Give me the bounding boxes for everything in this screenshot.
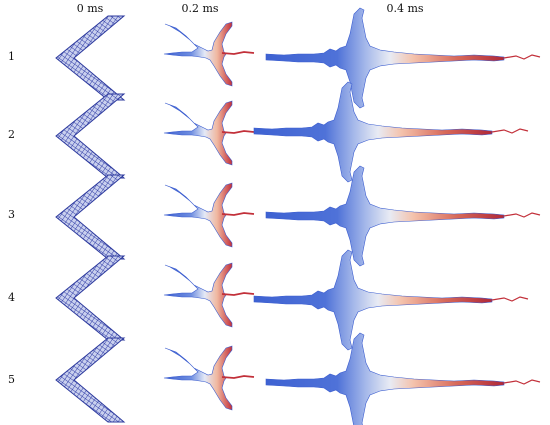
initial-mesh-row-2: [55, 93, 125, 179]
fracture-0-2ms-row-4: [163, 262, 255, 328]
row-label-5: 5: [8, 373, 15, 386]
fracture-0-2ms-row-5: [163, 345, 255, 411]
column-header-0ms: 0 ms: [77, 2, 104, 15]
fracture-0-4ms-row-5: [265, 332, 541, 425]
initial-mesh-row-3: [55, 174, 125, 260]
fracture-0-2ms-row-2: [163, 100, 255, 166]
fracture-0-4ms-row-4: [253, 249, 529, 351]
initial-mesh-row-5: [55, 337, 125, 423]
initial-mesh-row-1: [55, 15, 125, 101]
fracture-0-2ms-row-1: [163, 21, 255, 87]
row-label-2: 2: [8, 128, 15, 141]
column-header-0-4ms: 0.4 ms: [386, 2, 423, 15]
fracture-0-2ms-row-3: [163, 182, 255, 248]
row-label-1: 1: [8, 50, 15, 63]
column-header-0-2ms: 0.2 ms: [181, 2, 218, 15]
initial-mesh-row-4: [55, 255, 125, 341]
row-label-3: 3: [8, 208, 15, 221]
fracture-0-4ms-row-2: [253, 81, 529, 183]
fracture-0-4ms-row-1: [265, 7, 541, 109]
row-label-4: 4: [8, 291, 15, 304]
fracture-0-4ms-row-3: [265, 165, 541, 267]
